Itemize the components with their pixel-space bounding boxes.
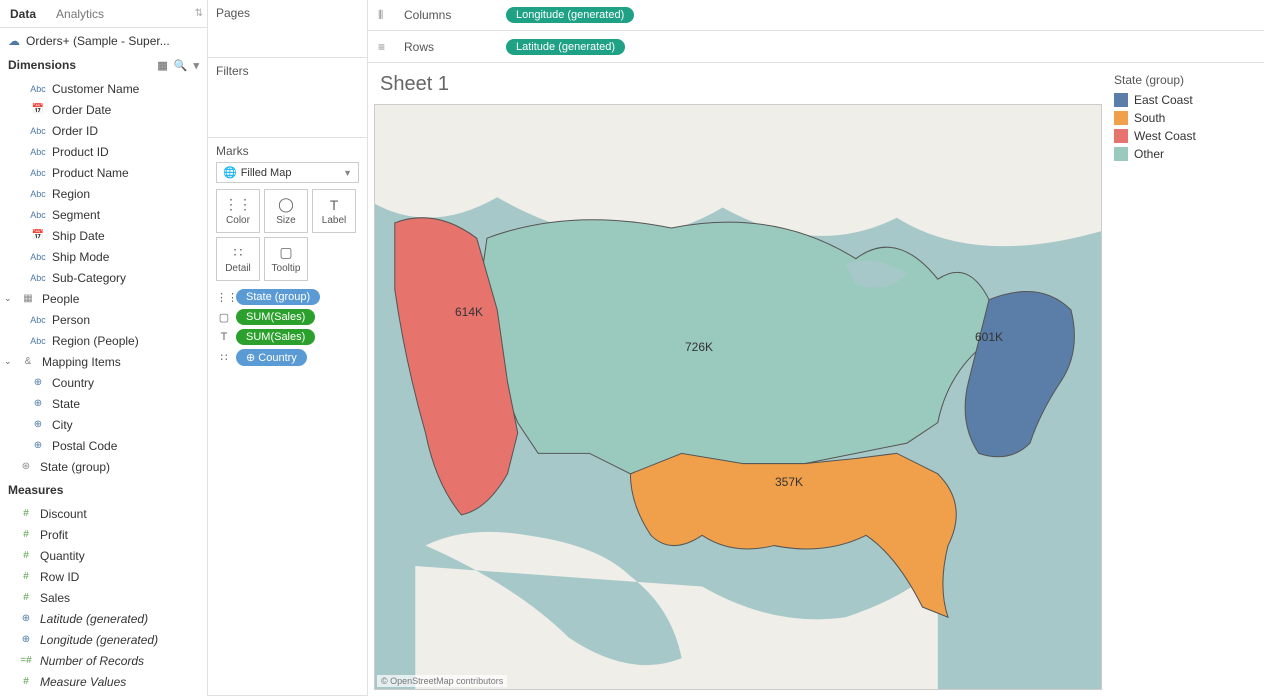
columns-shelf[interactable]: ⦀ Columns Longitude (generated) (368, 0, 1264, 31)
marks-pills: ⋮⋮State (group)▢SUM(Sales)TSUM(Sales)∷⊕ … (216, 289, 359, 366)
rows-label: Rows (404, 40, 494, 54)
field-longitude-generated-[interactable]: ⊕Longitude (generated) (0, 629, 207, 650)
field-segment[interactable]: AbcSegment (0, 204, 207, 225)
rows-shelf[interactable]: ≡ Rows Latitude (generated) (368, 31, 1264, 62)
measures-header: Measures (0, 479, 207, 501)
marks-type-icon: 🌐 (223, 166, 237, 179)
marks-pill[interactable]: SUM(Sales) (236, 309, 315, 325)
tab-analytics[interactable]: Analytics (46, 0, 114, 27)
field-sub-category[interactable]: AbcSub-Category (0, 267, 207, 288)
legend-item-other[interactable]: Other (1114, 145, 1252, 163)
filters-title: Filters (216, 64, 359, 78)
viz-area: Sheet 1 614K 726K 357K 601K © OpenStreetMap… (374, 69, 1102, 690)
map-value-label: 614K (455, 305, 483, 319)
search-icon[interactable]: 🔍 (174, 59, 188, 72)
legend-item-west-coast[interactable]: West Coast (1114, 127, 1252, 145)
pages-title: Pages (216, 6, 359, 20)
columns-label: Columns (404, 8, 494, 22)
marks-pill[interactable]: ⊕ Country (236, 349, 307, 366)
field-state-group-[interactable]: ⊛State (group) (0, 456, 207, 477)
tab-data[interactable]: Data (0, 0, 46, 27)
field-mapping-items[interactable]: ⌄&Mapping Items (0, 351, 207, 372)
field-measure-values[interactable]: #Measure Values (0, 671, 207, 692)
field-quantity[interactable]: #Quantity (0, 545, 207, 566)
legend-item-east-coast[interactable]: East Coast (1114, 91, 1252, 109)
map-value-label: 357K (775, 475, 803, 489)
field-city[interactable]: ⊕City (0, 414, 207, 435)
marks-btn-size[interactable]: ◯Size (264, 189, 308, 233)
marks-btn-color[interactable]: ⋮⋮Color (216, 189, 260, 233)
columns-pill[interactable]: Longitude (generated) (506, 7, 634, 23)
marks-type-label: Filled Map (241, 167, 292, 179)
datasource-label: Orders+ (Sample - Super... (26, 34, 170, 48)
field-latitude-generated-[interactable]: ⊕Latitude (generated) (0, 608, 207, 629)
field-region[interactable]: AbcRegion (0, 183, 207, 204)
map-value-label: 601K (975, 330, 1003, 344)
measures-tree: #Discount#Profit#Quantity#Row ID#Sales⊕L… (0, 501, 207, 694)
field-row-id[interactable]: #Row ID (0, 566, 207, 587)
field-postal-code[interactable]: ⊕Postal Code (0, 435, 207, 456)
field-order-date[interactable]: 📅Order Date (0, 99, 207, 120)
field-product-name[interactable]: AbcProduct Name (0, 162, 207, 183)
rows-icon: ≡ (378, 40, 392, 54)
menu-icon[interactable]: ▾ (193, 59, 199, 72)
dimensions-header: Dimensions ▦ 🔍 ▾ (0, 54, 207, 76)
field-order-id[interactable]: AbcOrder ID (0, 120, 207, 141)
marks-title: Marks (216, 144, 359, 158)
legend: State (group) East CoastSouthWest CoastO… (1108, 69, 1258, 690)
dimensions-tree: AbcCustomer Name📅Order DateAbcOrder IDAb… (0, 76, 207, 479)
view-data-icon[interactable]: ▦ (157, 59, 167, 72)
measures-title: Measures (8, 483, 63, 497)
field-ship-date[interactable]: 📅Ship Date (0, 225, 207, 246)
marks-type-select[interactable]: 🌐 Filled Map ▼ (216, 162, 359, 183)
map-canvas[interactable]: 614K 726K 357K 601K © OpenStreetMap contrib… (374, 104, 1102, 690)
legend-title: State (group) (1114, 73, 1252, 87)
chevron-down-icon: ▼ (343, 168, 352, 178)
field-region-people-[interactable]: AbcRegion (People) (0, 330, 207, 351)
field-discount[interactable]: #Discount (0, 503, 207, 524)
pages-panel[interactable]: Pages (208, 0, 367, 58)
marks-panel: Marks 🌐 Filled Map ▼ ⋮⋮Color◯SizeTLabel ∷… (208, 138, 367, 696)
field-number-of-records[interactable]: =#Number of Records (0, 650, 207, 671)
marks-pill[interactable]: SUM(Sales) (236, 329, 315, 345)
marks-pill[interactable]: State (group) (236, 289, 320, 305)
field-ship-mode[interactable]: AbcShip Mode (0, 246, 207, 267)
filters-panel[interactable]: Filters (208, 58, 367, 138)
marks-btn-tooltip[interactable]: ▢Tooltip (264, 237, 308, 281)
map-attribution: © OpenStreetMap contributors (377, 675, 507, 687)
dimensions-title: Dimensions (8, 58, 76, 72)
field-person[interactable]: AbcPerson (0, 309, 207, 330)
shelves: ⦀ Columns Longitude (generated) ≡ Rows L… (368, 0, 1264, 63)
legend-item-south[interactable]: South (1114, 109, 1252, 127)
map-value-label: 726K (685, 340, 713, 354)
field-people[interactable]: ⌄▦People (0, 288, 207, 309)
field-profit[interactable]: #Profit (0, 524, 207, 545)
columns-icon: ⦀ (378, 8, 392, 23)
field-state[interactable]: ⊕State (0, 393, 207, 414)
marks-btn-detail[interactable]: ∷Detail (216, 237, 260, 281)
field-product-id[interactable]: AbcProduct ID (0, 141, 207, 162)
rows-pill[interactable]: Latitude (generated) (506, 39, 625, 55)
marks-grid: ⋮⋮Color◯SizeTLabel ∷Detail▢Tooltip (216, 189, 359, 281)
marks-btn-label[interactable]: TLabel (312, 189, 356, 233)
tab-updown-icon[interactable]: ⇅ (195, 8, 203, 19)
field-sales[interactable]: #Sales (0, 587, 207, 608)
sheet-title[interactable]: Sheet 1 (374, 69, 1102, 104)
datasource-icon: ☁ (8, 34, 20, 48)
data-analytics-tabs: Data Analytics ⇅ (0, 0, 207, 28)
field-country[interactable]: ⊕Country (0, 372, 207, 393)
datasource-row[interactable]: ☁ Orders+ (Sample - Super... (0, 28, 207, 54)
field-customer-name[interactable]: AbcCustomer Name (0, 78, 207, 99)
map-svg (375, 105, 1101, 689)
